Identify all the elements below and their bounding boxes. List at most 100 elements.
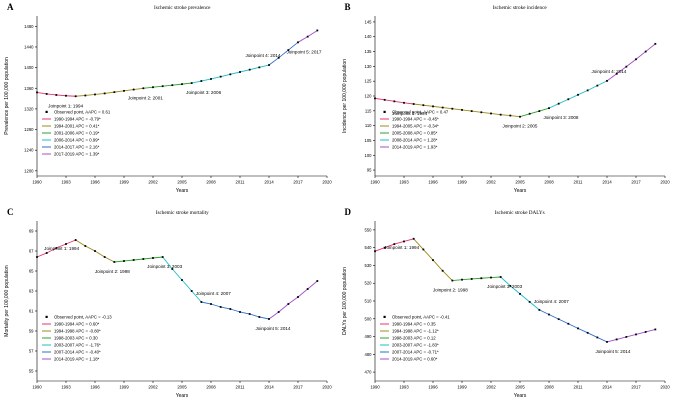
y-tick-label: 530 [364,262,372,267]
observed-point [634,333,637,335]
observed-point [258,66,261,69]
legend-item-label: 2006-2014 APC = 0.99* [54,138,100,143]
x-tick-label: 1993 [399,180,409,185]
observed-point [421,104,424,107]
observed-point [287,302,290,305]
observed-point [528,300,531,303]
x-axis-label: Years [176,393,189,399]
observed-point [171,84,174,87]
y-tick-label: 63 [29,288,34,293]
observed-point [412,103,415,105]
observed-point [181,83,183,86]
panel-a-prevalence: A Ischemic stroke prevalence 1990 1993 199… [0,0,338,205]
y-axis-label: Prevalence per 100,000 population [4,57,10,135]
trend-segment [413,103,520,118]
x-tick-label: 1993 [61,180,71,185]
joinpoint-annotation: Joinpoint 1: 1994 [48,103,83,108]
observed-point [615,72,618,75]
y-tick-label: 1200 [24,168,34,173]
y-tick-label: 120 [364,94,372,99]
observed-point [316,29,319,32]
observed-point [229,73,232,76]
legend-item-label: 1994-2005 APC = -0.34* [392,124,439,129]
legend-item-label: 2007-2014 APC = -0.71* [392,349,439,354]
observed-point [142,87,145,90]
observed-point [441,269,444,272]
observed-point [297,295,299,298]
x-tick-label: 1999 [457,384,467,389]
x-tick-label: 1999 [457,180,467,185]
observed-point [94,249,96,252]
observed-point [499,113,502,116]
observed-point [508,114,511,117]
observed-point [383,98,386,101]
observed-point [316,279,319,282]
y-tick-label: 105 [364,138,372,143]
y-tick-label: 540 [364,245,372,250]
observed-point [470,277,473,280]
observed-point [489,276,492,278]
joinpoint-annotation: Joinpoint 3: 2008 [543,115,578,120]
observed-point [123,259,125,262]
x-tick-label: 2020 [322,180,332,185]
observed-point [248,312,251,315]
observed-point [210,302,212,305]
y-tick-label: 125 [364,79,372,84]
x-tick-label: 1993 [399,384,409,389]
y-axis-label: Mortality per 100,000 population [4,265,10,337]
legend-item-label: 2014-2019 APC = 1.18* [54,356,100,361]
legend-item-label: 1990-1994 APC = -0.79* [54,117,101,122]
x-tick-label: 2008 [544,384,554,389]
observed-point [113,91,116,94]
x-tick-label: 2014 [264,384,274,389]
observed-point [470,110,473,113]
legend-item-label: Observed point, AAPC = -0.41 [392,314,450,319]
observed-point [268,64,270,66]
observed-point [55,94,58,96]
y-axis-label: Incidence per 100,000 population [342,59,348,133]
observed-point [84,94,87,97]
observed-point [479,111,482,114]
observed-point [94,93,96,96]
x-tick-label: 2011 [573,180,583,185]
y-tick-label: 520 [364,280,372,285]
trend-segment [519,107,549,118]
x-tick-label: 2020 [322,384,332,389]
trend-segment [268,280,318,319]
y-tick-label: 59 [29,328,34,333]
x-tick-label: 2014 [264,180,274,185]
y-tick-label: 65 [29,268,34,273]
legend-item-label: 2003-2007 APC = -1.76* [54,342,101,347]
trend-segment [114,256,163,262]
y-tick-label: 1480 [24,24,34,29]
observed-point [402,240,405,242]
observed-point [431,105,434,108]
legend-item-label: 1990-1994 APC = 0.60* [54,321,100,326]
chart-title: Ischemic stroke prevalence [154,5,211,11]
observed-point [644,330,647,333]
observed-point [421,248,424,250]
observed-point [258,315,261,318]
legend-item-label: Observed point, AAPC = 0.61 [54,110,111,115]
observed-point [392,100,395,103]
joinpoint-annotation: Joinpoint 1: 1994 [44,246,79,251]
joinpoint-annotation: Joinpoint 3: 2003 [147,264,182,269]
legend-observed-marker [383,110,386,113]
observed-point [84,244,87,247]
x-tick-label: 2011 [235,180,245,185]
observed-point [489,112,492,115]
joinpoint-annotation: Joinpoint 3: 2003 [487,284,522,289]
y-tick-label: 1280 [24,127,34,132]
x-tick-label: 1996 [90,180,100,185]
x-tick-label: 2002 [148,384,158,389]
observed-point [634,58,637,61]
legend-item-label: 1998-2003 APC = 0.12 [392,335,436,340]
observed-point [499,275,502,278]
panel-c-mortality: C Ischemic stroke mortality 1990 1993 1996… [0,205,338,409]
joinpoint-annotation: Joinpoint 4: 2014 [246,53,281,58]
observed-point [200,80,203,82]
y-tick-label: 140 [364,34,372,39]
joinpoint-annotation: Joinpoint 1: 1994 [384,244,419,249]
observed-point [152,86,154,89]
x-tick-label: 1990 [32,384,42,389]
